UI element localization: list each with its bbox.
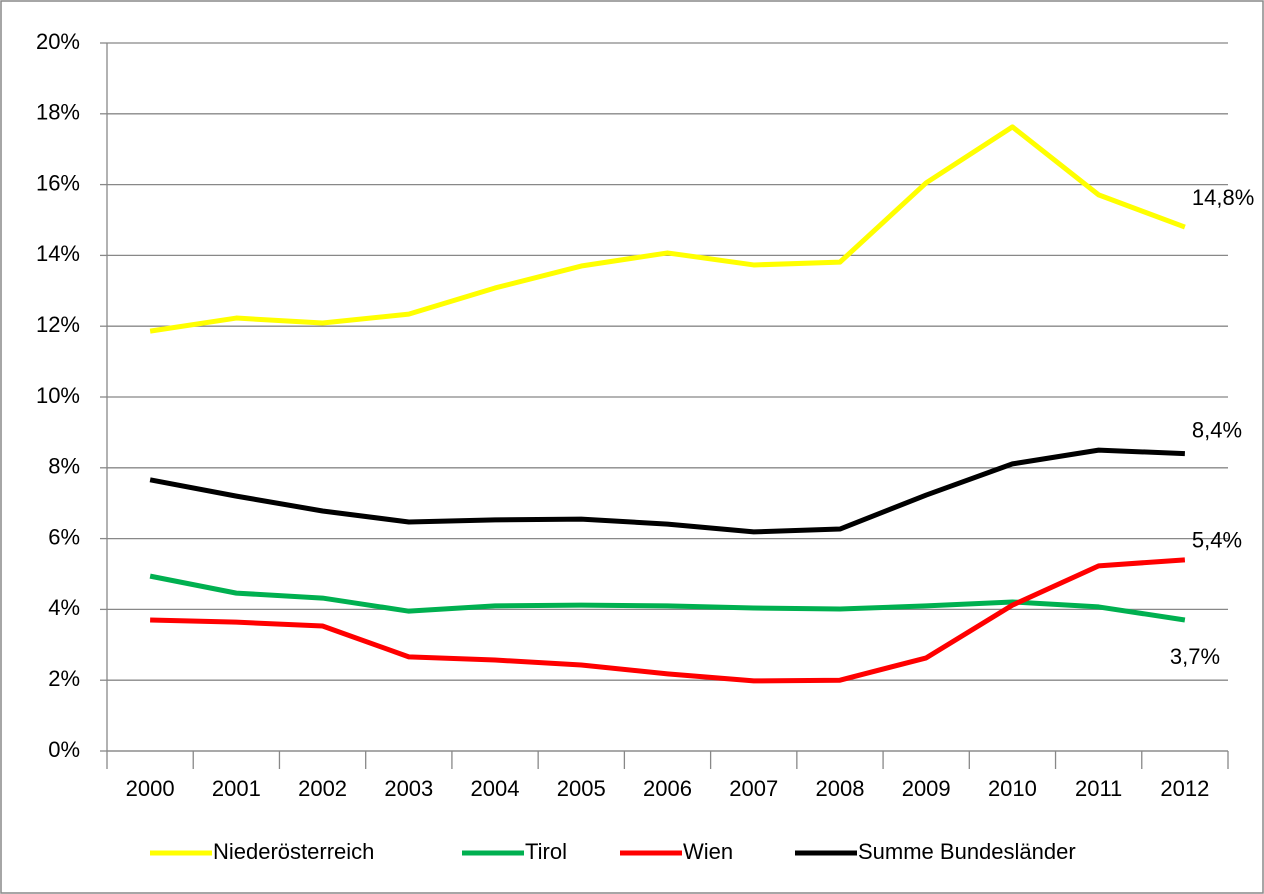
series-line — [149, 447, 1185, 535]
x-tick-label: 2003 — [384, 776, 433, 801]
x-tick-label: 2007 — [729, 776, 778, 801]
legend-label: Summe Bundesländer — [858, 839, 1076, 864]
y-tick-label: 20% — [36, 29, 80, 54]
x-tick-label: 2010 — [988, 776, 1037, 801]
y-tick-label: 16% — [36, 170, 80, 195]
y-tick-label: 4% — [48, 595, 80, 620]
y-tick-label: 8% — [48, 454, 80, 479]
x-tick-label: 2000 — [126, 776, 175, 801]
y-tick-label: 14% — [36, 241, 80, 266]
data-label: 8,4% — [1192, 417, 1242, 442]
y-tick-label: 0% — [48, 737, 80, 762]
x-tick-label: 2011 — [1075, 776, 1122, 801]
legend-label: Tirol — [525, 839, 567, 864]
x-tick-label: 2008 — [815, 776, 864, 801]
x-tick-label: 2012 — [1160, 776, 1209, 801]
legend-label: Wien — [683, 839, 733, 864]
data-label: 5,4% — [1192, 528, 1242, 553]
x-tick-label: 2005 — [557, 776, 606, 801]
y-tick-label: 2% — [48, 666, 80, 691]
data-label: 3,7% — [1170, 644, 1220, 669]
x-tick-label: 2001 — [212, 776, 261, 801]
series-line — [150, 557, 1186, 684]
y-tick-label: 10% — [36, 383, 80, 408]
y-tick-label: 6% — [48, 524, 80, 549]
data-label: 14,8% — [1192, 185, 1254, 210]
legend-label: Niederösterreich — [213, 839, 374, 864]
x-tick-label: 2006 — [643, 776, 692, 801]
y-tick-label: 18% — [36, 100, 80, 125]
x-tick-label: 2002 — [298, 776, 347, 801]
series-line — [149, 124, 1186, 334]
series-line — [149, 573, 1186, 623]
x-tick-label: 2004 — [471, 776, 520, 801]
x-tick-label: 2009 — [902, 776, 951, 801]
y-tick-label: 12% — [36, 312, 80, 337]
